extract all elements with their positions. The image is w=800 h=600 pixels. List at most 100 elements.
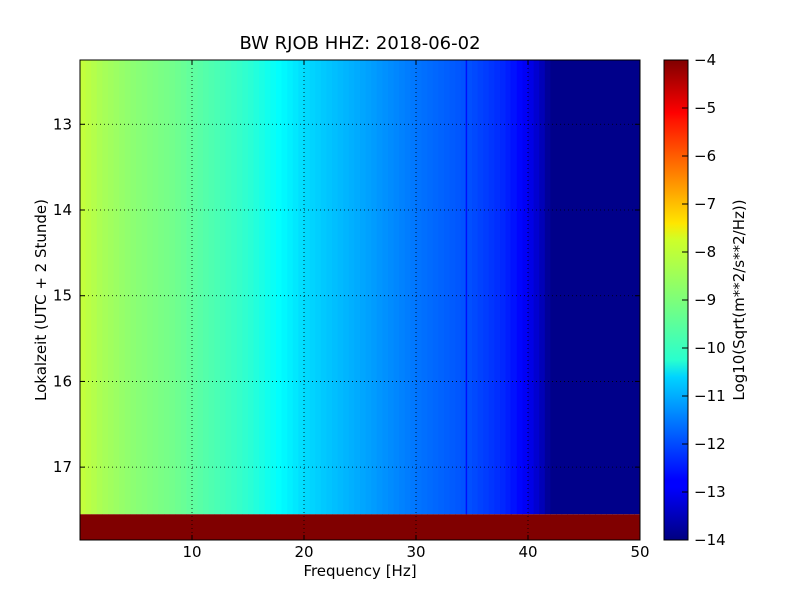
colorbar-tick-label: −12 (694, 435, 726, 453)
heatmap-cell (108, 60, 115, 515)
heatmap-cell (511, 60, 518, 515)
x-tick-label: 10 (182, 543, 201, 561)
heatmap-cell (494, 60, 501, 515)
heatmap-cell (432, 60, 439, 515)
colorbar-tick-label: −5 (694, 99, 716, 117)
y-axis: 13 14 15 16 17 (53, 115, 640, 476)
heatmap-cell (287, 60, 294, 515)
heatmap-cell (343, 60, 350, 515)
heatmap-cell (399, 60, 406, 515)
heatmap-cell (136, 60, 143, 515)
heatmap-cell (533, 60, 540, 515)
heatmap-cell (617, 60, 624, 515)
heatmap-cell (561, 60, 568, 515)
heatmap-cell (270, 60, 277, 515)
heatmap-cell (455, 60, 462, 515)
heatmap-cell (141, 60, 148, 515)
heatmap-cell (337, 60, 344, 515)
heatmap-cell (360, 60, 367, 515)
heatmap-cell (304, 60, 311, 515)
colorbar-tick-label: −11 (694, 387, 726, 405)
heatmap-cell (388, 60, 395, 515)
heatmap-cell (584, 60, 591, 515)
y-tick-label: 17 (53, 458, 72, 476)
y-tick-label: 15 (53, 287, 72, 305)
chart-title: BW RJOB HHZ: 2018-06-02 (239, 33, 480, 54)
heatmap-cell (158, 60, 165, 515)
heatmap-cell (332, 60, 339, 515)
x-tick-label: 20 (294, 543, 313, 561)
heatmap-cell (589, 60, 596, 515)
heatmap-cell (214, 60, 221, 515)
colorbar-tick-label: −7 (694, 195, 716, 213)
heatmap-cell (281, 60, 288, 515)
heatmap-cell (130, 60, 137, 515)
heatmap-cell (102, 60, 109, 515)
heatmap-cell (175, 60, 182, 515)
heatmap-cell (220, 60, 227, 515)
colorbar-tick-label: −9 (694, 291, 716, 309)
heatmap-cell (466, 60, 473, 515)
x-tick-label: 30 (406, 543, 425, 561)
x-axis: 10 20 30 40 50 (182, 60, 650, 561)
heatmap-cell (634, 60, 640, 515)
heatmap-cell (348, 60, 355, 515)
heatmap-cell (186, 60, 193, 515)
heatmap-cell (410, 60, 417, 515)
heatmap-cell (623, 60, 630, 515)
heatmap-cell (113, 60, 120, 515)
heatmap-cell (180, 60, 187, 515)
heatmap-cell (259, 60, 266, 515)
heatmap-cell (231, 60, 238, 515)
y-tick-label: 13 (53, 115, 72, 133)
heatmap-cell (80, 60, 87, 515)
heatmap-cell (169, 60, 176, 515)
heatmap-cell (197, 60, 204, 515)
heatmap-cell (276, 60, 283, 515)
heatmap-cell (522, 60, 529, 515)
heatmap-cell (444, 60, 451, 515)
heatmap-cell (292, 60, 299, 515)
heatmap-cell (505, 60, 512, 515)
heatmap-cell (248, 60, 255, 515)
heatmap-cell (595, 60, 602, 515)
heatmap-cell (382, 60, 389, 515)
heatmap-cell (96, 60, 103, 515)
heatmap-cell (539, 60, 546, 515)
heatmap-cell (556, 60, 563, 515)
heatmap-cell (483, 60, 490, 515)
heatmap-cell (578, 60, 585, 515)
heatmap-cell (472, 60, 479, 515)
heatmap-cell (421, 60, 428, 515)
heatmap-cell (236, 60, 243, 515)
heatmap-cell (416, 60, 423, 515)
heatmap-cell (550, 60, 557, 515)
heatmap-cell (85, 60, 92, 515)
y-axis-label: Lokalzeit (UTC + 2 Stunde) (32, 199, 50, 401)
heatmap-cell (264, 60, 271, 515)
heatmap-cell (516, 60, 523, 515)
no-data-band (80, 514, 640, 540)
colorbar-tick-label: −13 (694, 483, 726, 501)
heatmap-cell (628, 60, 635, 515)
heatmap-cell (91, 60, 98, 515)
heatmap-cell (298, 60, 305, 515)
heatmap-cell (326, 60, 333, 515)
heatmap-cell (600, 60, 607, 515)
colorbar-tick-label: −14 (694, 531, 726, 549)
heatmap-cell (404, 60, 411, 515)
heatmap-cell (225, 60, 232, 515)
heatmap-cell (365, 60, 372, 515)
heatmap (80, 60, 640, 540)
heatmap-cell (203, 60, 210, 515)
colorbar-tick-label: −10 (694, 339, 726, 357)
heatmap-cell (606, 60, 613, 515)
heatmap-cell (192, 60, 199, 515)
y-tick-label: 14 (53, 201, 72, 219)
heatmap-cell (119, 60, 126, 515)
heatmap-cell (164, 60, 171, 515)
heatmap-cell (208, 60, 215, 515)
x-tick-label: 40 (518, 543, 537, 561)
heatmap-cell (460, 60, 467, 515)
heatmap-cell (376, 60, 383, 515)
